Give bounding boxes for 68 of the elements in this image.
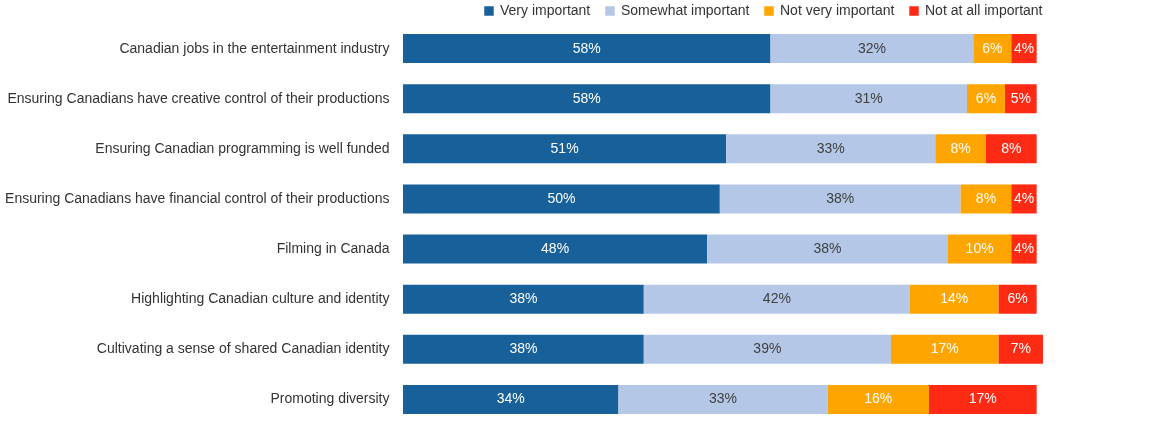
data-label: 50% bbox=[547, 189, 576, 206]
data-label: 38% bbox=[509, 290, 538, 307]
bar bbox=[770, 34, 974, 64]
data-label: 33% bbox=[816, 139, 845, 156]
bar bbox=[403, 84, 771, 114]
bar bbox=[935, 134, 986, 164]
bar bbox=[643, 284, 910, 314]
data-label: 7% bbox=[1010, 340, 1031, 357]
bar bbox=[827, 384, 929, 414]
bar bbox=[998, 334, 1043, 364]
data-label: 17% bbox=[968, 390, 997, 407]
y-tick-label: Cultivating a sense of shared Canadian identity bbox=[96, 340, 390, 357]
bar bbox=[403, 134, 727, 164]
bar bbox=[403, 34, 771, 64]
data-label: 6% bbox=[975, 89, 997, 106]
bar bbox=[707, 234, 948, 264]
legend-label: Not very important bbox=[780, 2, 895, 18]
legend-label: Not at all important bbox=[925, 2, 1043, 18]
data-label: 42% bbox=[762, 290, 791, 307]
data-label: 4% bbox=[1013, 39, 1035, 56]
bar bbox=[770, 84, 967, 114]
data-label: 8% bbox=[1001, 139, 1022, 156]
y-tick-label: Filming in Canada bbox=[276, 240, 390, 257]
data-label: 51% bbox=[550, 139, 579, 156]
bar bbox=[726, 134, 936, 164]
data-label: 34% bbox=[496, 390, 525, 407]
data-label: 32% bbox=[857, 39, 886, 56]
data-label: 16% bbox=[864, 390, 893, 407]
data-label: 48% bbox=[541, 240, 570, 257]
data-label: 5% bbox=[1010, 89, 1031, 106]
bar bbox=[890, 334, 999, 364]
bar bbox=[403, 234, 708, 264]
data-label: 14% bbox=[940, 290, 969, 307]
data-label: 38% bbox=[813, 240, 842, 257]
bar bbox=[403, 184, 720, 214]
y-tick-label: Promoting diversity bbox=[270, 390, 390, 407]
data-label: 38% bbox=[826, 189, 855, 206]
bar bbox=[947, 234, 1012, 264]
data-label: 8% bbox=[950, 139, 971, 156]
data-label: 58% bbox=[572, 39, 601, 56]
y-tick-label: Ensuring Canadian programming is well funded bbox=[95, 139, 390, 156]
data-label: 17% bbox=[930, 340, 959, 357]
bar bbox=[403, 284, 644, 314]
data-label: 8% bbox=[975, 189, 997, 206]
data-label: 58% bbox=[572, 89, 601, 106]
bar bbox=[643, 334, 891, 364]
bar bbox=[909, 284, 999, 314]
data-label: 10% bbox=[965, 240, 994, 257]
data-label: 38% bbox=[509, 340, 538, 357]
data-label: 31% bbox=[854, 89, 883, 106]
y-tick-label: Ensuring Canadians have financial control of their productions bbox=[5, 189, 390, 206]
bar bbox=[618, 384, 828, 414]
data-label: 6% bbox=[982, 39, 1003, 56]
bar bbox=[719, 184, 961, 214]
legend-label: Very important bbox=[500, 2, 591, 18]
bar bbox=[403, 334, 644, 364]
bar bbox=[928, 384, 1037, 414]
y-tick-label: Canadian jobs in the entertainment industry bbox=[119, 39, 390, 56]
bar bbox=[403, 384, 619, 414]
data-label: 39% bbox=[753, 340, 782, 357]
legend-label: Somewhat important bbox=[621, 2, 750, 18]
data-label: 33% bbox=[708, 390, 738, 407]
y-tick-label: Ensuring Canadians have creative control of their productions bbox=[7, 89, 390, 106]
data-label: 4% bbox=[1013, 189, 1035, 206]
data-label: 4% bbox=[1013, 240, 1035, 257]
bar bbox=[985, 134, 1037, 164]
y-tick-label: Highlighting Canadian culture and identity bbox=[131, 290, 390, 307]
data-label: 6% bbox=[1007, 290, 1028, 307]
